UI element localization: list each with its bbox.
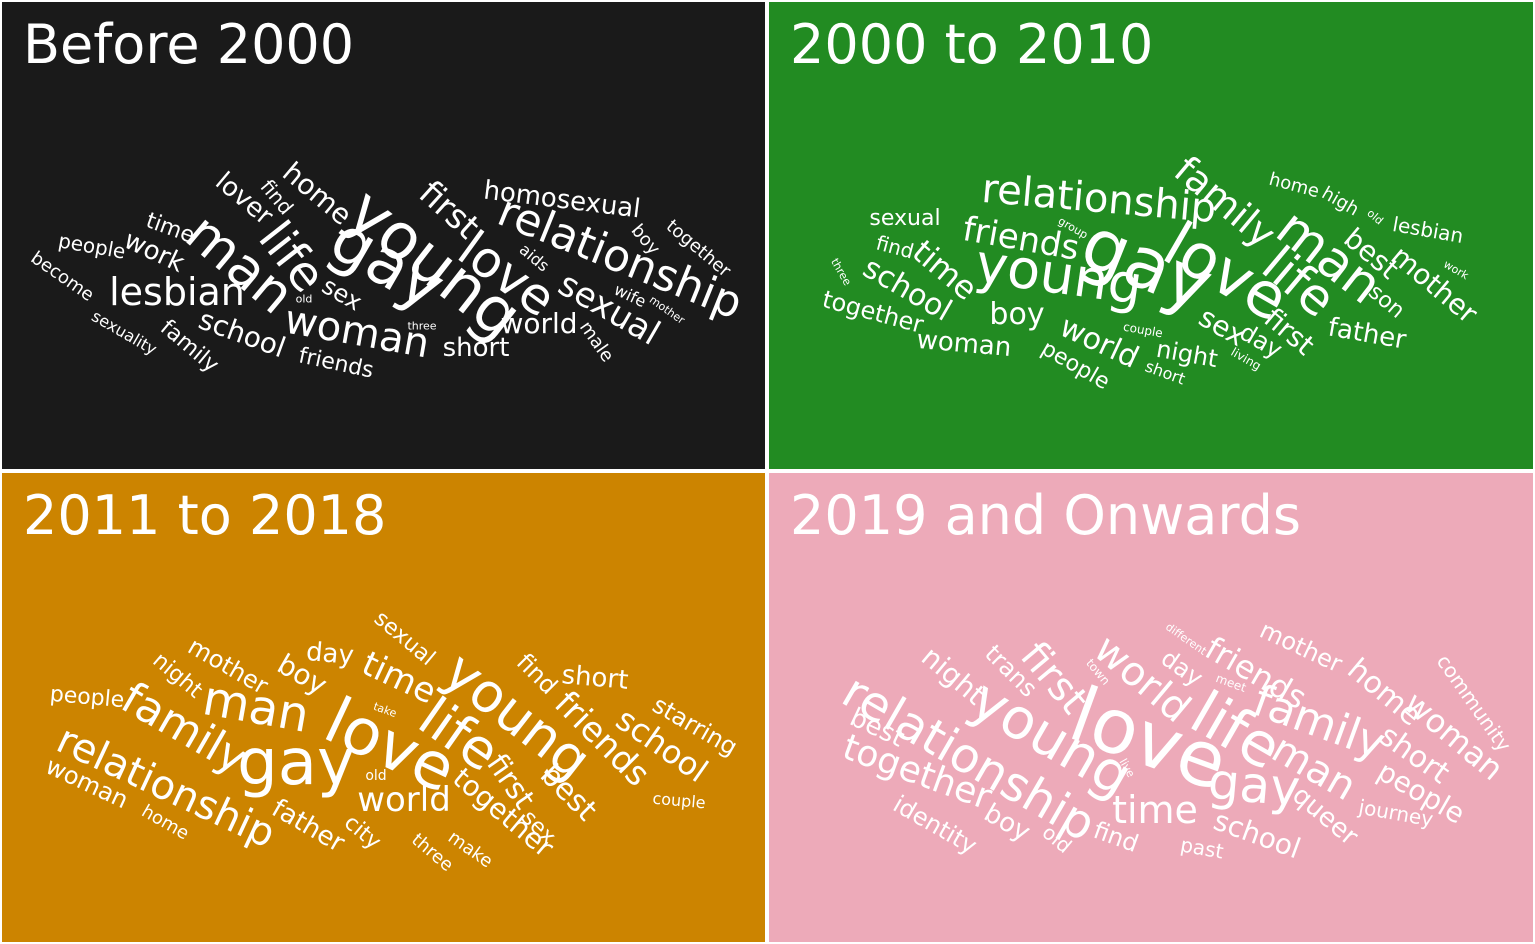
cloud-word: three [407,319,437,333]
panel-title: 2019 and Onwards [790,484,1301,547]
cloud-word: lesbian [1390,211,1466,249]
cloud-word: woman [915,324,1013,364]
panel-2011-to-2018: 2011 to 2018 gay love life young man family re… [2,473,765,942]
cloud-word: short [560,660,630,696]
panel-title: 2000 to 2010 [790,13,1154,76]
panel-2019-and-onwards: 2019 and Onwards love life young relationsh… [769,473,1533,942]
cloud-word: father [266,793,350,859]
panel-title: Before 2000 [23,13,355,76]
cloud-word: short [442,333,510,363]
cloud-word: home [1266,168,1322,203]
cloud-word: gay [237,726,355,800]
cloud-word: old [1364,206,1386,228]
panel-2000-to-2010: 2000 to 2010 gay love young man life relation… [769,2,1533,469]
cloud-word: people [56,228,128,264]
cloud-word: couple [651,788,707,813]
cloud-word: world [500,307,578,340]
cloud-word: past [1178,832,1226,864]
cloud-word: three [828,256,854,288]
cloud-word: people [48,681,126,714]
cloud-word: sexual [869,206,941,231]
cloud-word: time [1112,788,1198,832]
cloud-word: sexuality [88,306,161,359]
cloud-word: boy [989,297,1045,332]
cloud-word: day [304,636,356,672]
cloud-word: high [1318,182,1363,221]
cloud-word: mother [1384,239,1484,330]
cloud-word: night [915,639,992,712]
cloud-word: old [295,292,313,306]
cloud-word: become [26,247,98,306]
panel-before-2000: Before 2000 young gay man life love relations… [2,2,765,469]
cloud-word: lesbian [109,270,245,314]
cloud-word: world [357,780,451,820]
cloud-word: old [365,768,387,784]
panel-title: 2011 to 2018 [23,484,387,547]
